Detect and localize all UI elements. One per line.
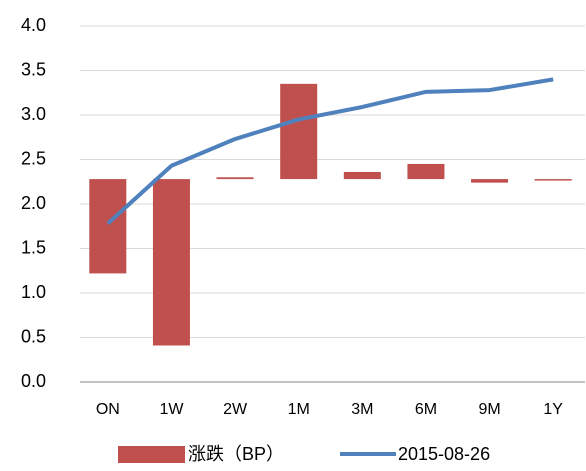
x-tick-label: ON <box>96 401 120 418</box>
bar <box>407 163 445 180</box>
line <box>106 77 554 226</box>
bar <box>89 179 127 274</box>
x-tick-label: 1M <box>288 401 310 418</box>
bar <box>280 83 318 180</box>
bar <box>216 177 254 180</box>
y-tick-label: 2.5 <box>21 148 46 168</box>
legend-swatch <box>118 446 185 463</box>
x-tick-label: 9M <box>478 401 500 418</box>
legend-label: 涨跌（BP） <box>188 444 284 464</box>
bar <box>343 171 381 180</box>
x-tick-label: 1Y <box>543 401 563 418</box>
y-tick-label: 0.5 <box>21 326 46 346</box>
y-tick-label: 3.5 <box>21 59 46 79</box>
x-tick-label: 3M <box>351 401 373 418</box>
bar <box>152 179 190 346</box>
x-tick-label: 2W <box>223 401 248 418</box>
x-tick-label: 6M <box>415 401 437 418</box>
x-tick-label: 1W <box>159 401 184 418</box>
y-tick-label: 0.0 <box>21 371 46 391</box>
bar <box>471 179 509 183</box>
legend-label: 2015-08-26 <box>398 444 490 464</box>
bar <box>534 179 572 181</box>
y-tick-label: 2.0 <box>21 193 46 213</box>
y-tick-label: 1.0 <box>21 282 46 302</box>
y-tick-label: 3.0 <box>21 104 46 124</box>
y-tick-label: 4.0 <box>21 15 46 35</box>
y-tick-label: 1.5 <box>21 237 46 257</box>
